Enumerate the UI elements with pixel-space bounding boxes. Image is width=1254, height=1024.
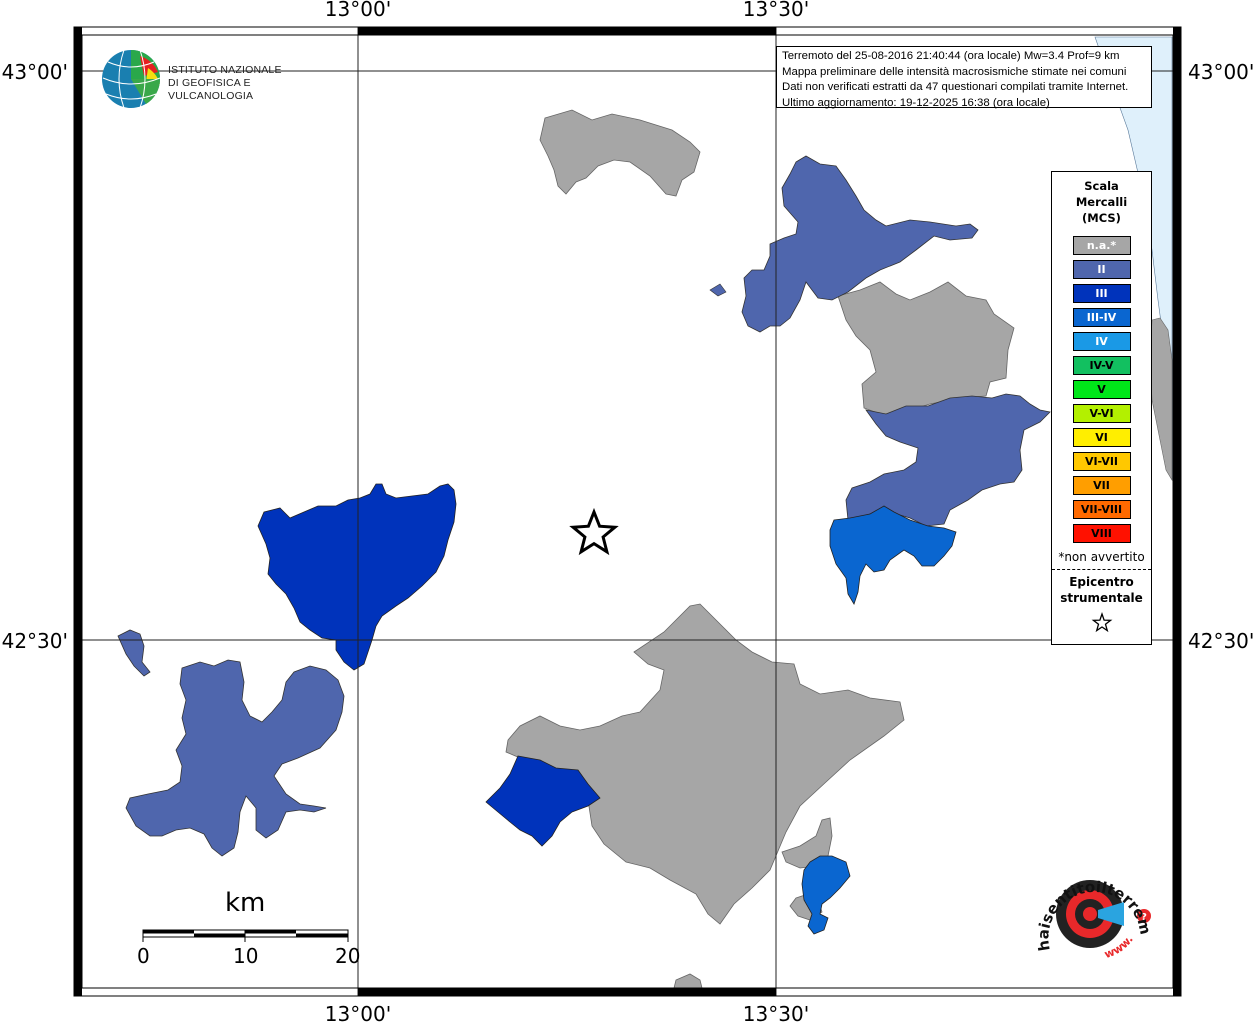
top-lon-label-1: 13°00' <box>325 0 391 21</box>
scale-tick-10: 10 <box>233 944 259 968</box>
legend-item: VII-VIII <box>1072 500 1131 519</box>
legend-item: II <box>1072 260 1131 279</box>
municipality-ii-west <box>125 659 345 857</box>
legend-item: IV-V <box>1072 356 1131 375</box>
event-info-line4: Ultimo aggiornamento: 19-12-2025 16:38 (… <box>782 96 1050 109</box>
haisentito-emblem: ? haisentitoilterremoto.it www. <box>1023 836 1155 961</box>
legend-item: III-IV <box>1072 308 1131 327</box>
sea-area <box>1094 36 1173 481</box>
legend-title: Scala Mercalli (MCS) <box>1052 178 1151 226</box>
scale-unit: km <box>225 888 266 918</box>
legend-item: V <box>1072 380 1131 399</box>
legend-star-icon <box>1052 612 1151 638</box>
frame-bar-top <box>358 27 776 35</box>
frame-corner-tr <box>1173 27 1181 35</box>
ingv-logo: ISTITUTO NAZIONALE DI GEOFISICA E VULCAN… <box>100 48 320 110</box>
legend-item: VI <box>1072 428 1131 447</box>
epicenter-star-icon <box>569 507 619 556</box>
legend-epicenter-label: Epicentro strumentale <box>1052 574 1151 606</box>
municipality-ii-dot <box>709 283 727 297</box>
event-info-line2: Mappa preliminare delle intensità macros… <box>782 65 1127 78</box>
municipality-gray-north <box>539 109 701 197</box>
ingv-name-line2: DI GEOFISICA E VULCANOLOGIA <box>168 77 254 102</box>
frame-bar-right <box>1173 71 1181 640</box>
legend-item: V-VI <box>1072 404 1131 423</box>
municipality-ii-north <box>741 155 979 333</box>
bottom-lon-label-1: 13°00' <box>325 1002 391 1024</box>
legend-title-line3: (MCS) <box>1082 211 1121 225</box>
legend-item: VI-VII <box>1072 452 1131 471</box>
legend-item: IV <box>1072 332 1131 351</box>
municipality-ii-east <box>845 393 1051 527</box>
bottom-lon-label-2: 13°30' <box>743 1002 809 1024</box>
scale-tick-0: 0 <box>137 944 150 968</box>
legend-item: VIII <box>1072 524 1131 543</box>
legend-separator <box>1052 569 1151 570</box>
right-lat-label-1: 43°00' <box>1188 60 1254 84</box>
municipality-iii-iv-se <box>801 855 851 935</box>
legend-title-line2: Mercalli <box>1075 195 1128 209</box>
top-lon-label-2: 13°30' <box>743 0 809 21</box>
frame-corner-tl <box>74 27 82 35</box>
legend-item: n.a.* <box>1072 236 1131 255</box>
municipality-gray-ne <box>837 281 1015 417</box>
legend-title-line1: Scala <box>1084 179 1119 193</box>
legend-epi-line1: Epicentro <box>1069 575 1134 589</box>
municipality-gray-south <box>505 603 905 925</box>
scale-tick-20: 20 <box>335 944 361 968</box>
frame-bar-right-upper <box>1173 35 1181 71</box>
municipality-iii-south <box>485 755 601 847</box>
frame-bar-left <box>74 71 82 640</box>
legend-epi-line2: strumentale <box>1060 591 1143 605</box>
right-lat-label-2: 42°30' <box>1188 629 1254 653</box>
municipality-iii-central <box>257 483 457 671</box>
ingv-globe-icon <box>102 49 161 109</box>
frame-bar-bottom <box>358 988 776 996</box>
scale-bar-graphic <box>142 929 349 942</box>
event-info-box: Terremoto del 25-08-2016 21:40:44 (ora l… <box>776 46 1152 109</box>
left-lat-label-2: 42°30' <box>2 629 68 653</box>
mcs-legend: Scala Mercalli (MCS) n.a.* II III III-IV IV I… <box>1051 171 1152 645</box>
legend-item: III <box>1072 284 1131 303</box>
frame-bar-left-lower <box>74 640 82 988</box>
frame-bar-right-lower <box>1173 640 1181 988</box>
municipality-iii-iv-east <box>829 505 957 605</box>
ingv-name-line1: ISTITUTO NAZIONALE <box>168 64 282 76</box>
event-info-line3: Dati non verificati estratti da 47 quest… <box>782 81 1129 93</box>
hs-question-mark: ? <box>1141 912 1147 923</box>
municipality-ii-small <box>117 629 151 677</box>
left-lat-label-1: 43°00' <box>2 60 68 84</box>
legend-items: n.a.* II III III-IV IV IV-V V V-VI VI VI-VII VII VI… <box>1052 236 1151 543</box>
haisentito-logo: ? haisentitoilterremoto.it www. <box>1023 836 1158 975</box>
legend-item: VII <box>1072 476 1131 495</box>
frame-corner-br <box>1173 988 1181 996</box>
legend-note: *non avvertito <box>1058 550 1145 564</box>
ingv-name: ISTITUTO NAZIONALE DI GEOFISICA E VULCAN… <box>168 64 320 103</box>
frame-bar-left-upper <box>74 35 82 71</box>
frame-corner-bl <box>74 988 82 996</box>
scale-bar: km 0 10 20 <box>130 888 370 973</box>
event-info-line1: Terremoto del 25-08-2016 21:40:44 (ora l… <box>782 50 1120 62</box>
